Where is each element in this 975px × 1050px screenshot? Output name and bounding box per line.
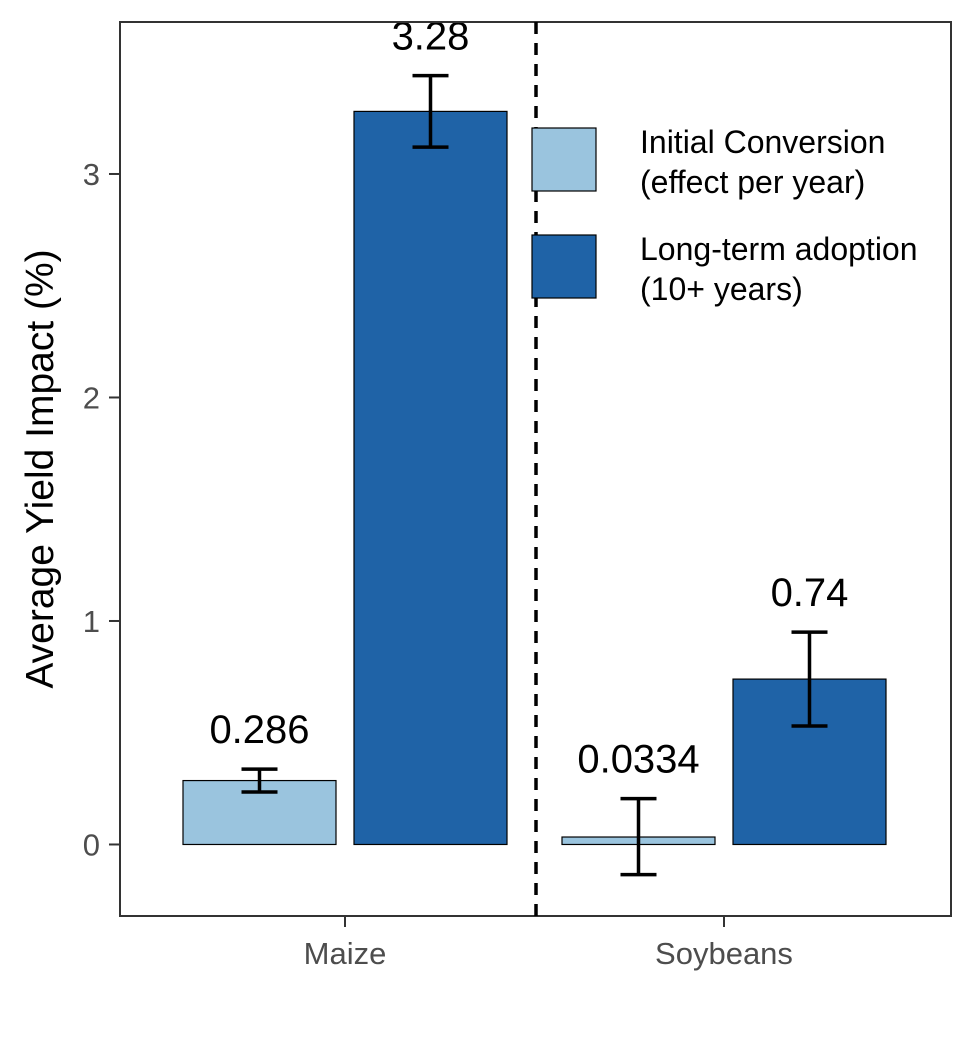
y-tick-label: 0 (83, 827, 100, 862)
y-axis-title: Average Yield Impact (%) (19, 249, 62, 688)
y-tick-label: 1 (83, 604, 100, 639)
data-label: 0.74 (771, 571, 849, 615)
data-label: 0.0334 (577, 738, 699, 782)
x-tick-label: Soybeans (655, 936, 793, 971)
bar-maize-series-2 (353, 110, 508, 846)
legend-label-series-1: Initial Conversion (640, 124, 885, 160)
legend-label-series-1: (effect per year) (640, 164, 865, 200)
y-tick-label: 3 (83, 157, 100, 192)
legend-key-series-1 (531, 127, 597, 192)
legend-key-series-2 (531, 234, 597, 299)
data-label: 3.28 (392, 15, 470, 59)
legend-label-series-2: Long-term adoption (640, 231, 918, 267)
x-tick-label: Maize (304, 936, 387, 971)
y-tick-label: 2 (83, 380, 100, 415)
legend-label-series-2: (10+ years) (640, 271, 803, 307)
data-label: 0.286 (209, 708, 309, 752)
